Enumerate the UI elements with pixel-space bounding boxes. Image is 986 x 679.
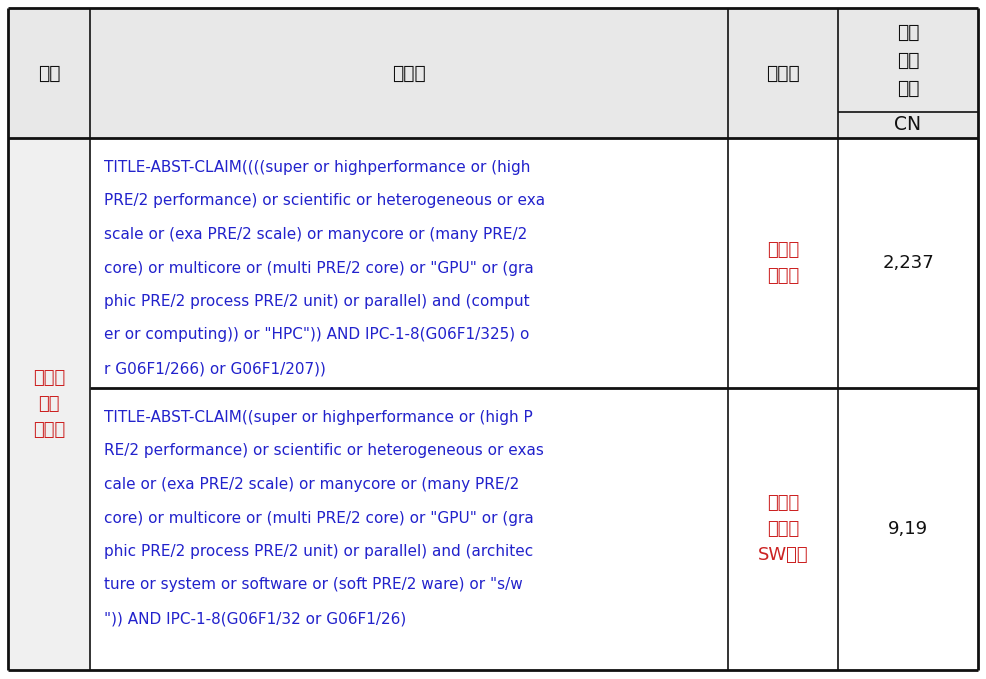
Text: PRE/2 performance) or scientific or heterogeneous or exa: PRE/2 performance) or scientific or hete… — [104, 194, 545, 208]
Bar — [8, 138, 978, 670]
Text: er or computing)) or "HPC")) AND IPC-1-8(G06F1/325) o: er or computing)) or "HPC")) AND IPC-1-8… — [104, 327, 529, 342]
Text: phic PRE/2 process PRE/2 unit) or parallel) and (comput: phic PRE/2 process PRE/2 unit) or parall… — [104, 294, 529, 309]
Text: 검색식: 검색식 — [392, 64, 426, 83]
Text: 중분류: 중분류 — [766, 64, 800, 83]
Text: ")) AND IPC-1-8(G06F1/32 or G06F1/26): ")) AND IPC-1-8(G06F1/32 or G06F1/26) — [104, 611, 406, 626]
Text: phic PRE/2 process PRE/2 unit) or parallel) and (architec: phic PRE/2 process PRE/2 unit) or parall… — [104, 544, 533, 559]
Text: 분류: 분류 — [37, 64, 60, 83]
Text: cale or (exa PRE/2 scale) or manycore or (many PRE/2: cale or (exa PRE/2 scale) or manycore or… — [104, 477, 520, 492]
Text: core) or multicore or (multi PRE/2 core) or "GPU" or (gra: core) or multicore or (multi PRE/2 core)… — [104, 511, 533, 526]
Text: 저전력
시스템
SW기술: 저전력 시스템 SW기술 — [757, 494, 809, 564]
Text: ture or system or software or (soft PRE/2 ware) or "s/w: ture or system or software or (soft PRE/… — [104, 578, 523, 593]
Text: 저전력
슈퍼
컴퓨팅: 저전력 슈퍼 컴퓨팅 — [33, 369, 65, 439]
Text: CN: CN — [894, 115, 922, 134]
Text: r G06F1/266) or G06F1/207)): r G06F1/266) or G06F1/207)) — [104, 361, 326, 376]
Text: TITLE-ABST-CLAIM((((super or highperformance or (high: TITLE-ABST-CLAIM((((super or highperform… — [104, 160, 530, 175]
Bar — [8, 138, 90, 670]
Text: core) or multicore or (multi PRE/2 core) or "GPU" or (gra: core) or multicore or (multi PRE/2 core)… — [104, 261, 533, 276]
Text: TITLE-ABST-CLAIM((super or highperformance or (high P: TITLE-ABST-CLAIM((super or highperforman… — [104, 410, 532, 425]
Text: 9,19: 9,19 — [888, 520, 928, 538]
Text: 유효
검색
건수: 유효 검색 건수 — [896, 22, 919, 98]
Text: RE/2 performance) or scientific or heterogeneous or exas: RE/2 performance) or scientific or heter… — [104, 443, 544, 458]
Text: 2,237: 2,237 — [882, 254, 934, 272]
Bar — [8, 8, 978, 138]
Text: scale or (exa PRE/2 scale) or manycore or (many PRE/2: scale or (exa PRE/2 scale) or manycore o… — [104, 227, 528, 242]
Text: 저전력
컴퓨팅: 저전력 컴퓨팅 — [767, 241, 799, 285]
